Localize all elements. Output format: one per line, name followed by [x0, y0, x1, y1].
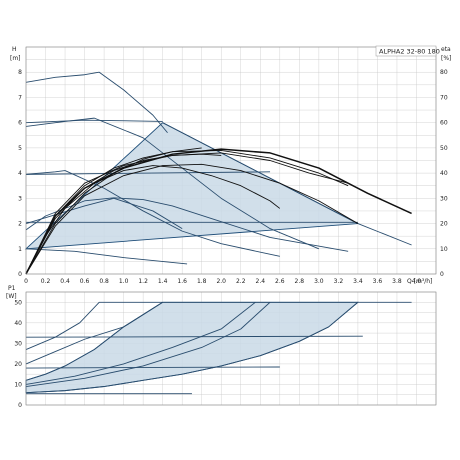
- x-tick-label: 0.8: [99, 278, 109, 285]
- y-tick-label: 0: [18, 402, 22, 409]
- efficiency-curve: [25, 165, 281, 275]
- x-tick-label: 3.6: [373, 278, 383, 285]
- x-tick-label: 2.6: [275, 278, 285, 285]
- x-tick-label: 3.4: [353, 278, 363, 285]
- performance-curve: [25, 301, 412, 350]
- performance-curve: [25, 170, 280, 257]
- power-curves: [25, 301, 412, 395]
- y-tick-label: 50: [14, 299, 22, 306]
- performance-curve: [25, 366, 280, 369]
- performance-curve: [25, 301, 359, 394]
- y-tick-label: 8: [18, 69, 22, 76]
- performance-curve: [25, 301, 256, 385]
- performance-curve: [25, 71, 168, 134]
- model-label-box: [375, 45, 437, 57]
- performance-curve: [25, 119, 163, 124]
- efficiency-curve: [25, 148, 412, 275]
- y-axis-label: P1: [8, 285, 16, 292]
- y-tick-label: 10: [14, 381, 22, 388]
- y-tick-label: 3: [18, 195, 22, 202]
- model-label: ALPHA2 32-80 180: [379, 48, 440, 56]
- x-tick-label: 0.6: [80, 278, 90, 285]
- performance-curve: [25, 301, 163, 381]
- performance-curve: [25, 335, 363, 338]
- y-tick-label: 5: [18, 145, 22, 152]
- x-tick-label: 2.4: [256, 278, 266, 285]
- x-tick-label: 1.4: [158, 278, 168, 285]
- y-tick-label: 2: [18, 221, 22, 228]
- y-tick-label: 30: [14, 340, 22, 347]
- x-tick-label: 0.2: [41, 278, 51, 285]
- x-tick-label: 2.8: [295, 278, 305, 285]
- efficiency-curve: [25, 163, 359, 275]
- y-tick-label: 20: [14, 361, 22, 368]
- secondary-y-axis-unit: [%]: [441, 55, 451, 62]
- secondary-y-tick-label: 10: [440, 246, 448, 253]
- y-axis-label: H: [12, 46, 17, 53]
- x-tick-label: 0: [24, 278, 28, 285]
- secondary-y-tick-label: 80: [440, 69, 448, 76]
- x-tick-label: 3.2: [334, 278, 344, 285]
- performance-curve: [25, 197, 349, 252]
- x-tick-label: 2.2: [236, 278, 246, 285]
- secondary-y-tick-label: 20: [440, 221, 448, 228]
- performance-curve: [25, 197, 183, 229]
- secondary-y-axis-label: eta: [441, 46, 451, 53]
- x-tick-label: 1.8: [197, 278, 207, 285]
- plot-frame: [25, 291, 437, 406]
- efficiency-curve: [25, 153, 222, 275]
- y-axis-unit: [W]: [6, 293, 17, 300]
- x-tick-label: 3.0: [314, 278, 324, 285]
- x-axis-label: Q [m³/h]: [407, 278, 432, 285]
- y-tick-label: 6: [18, 120, 22, 127]
- efficiency-curve: [25, 149, 349, 275]
- x-tick-label: 4.0: [412, 278, 422, 285]
- secondary-y-tick-label: 50: [440, 145, 448, 152]
- x-tick-label: 1.0: [119, 278, 129, 285]
- secondary-y-tick-label: 60: [440, 120, 448, 127]
- secondary-y-tick-label: 0: [440, 271, 444, 278]
- y-tick-label: 40: [14, 320, 22, 327]
- secondary-y-tick-label: 40: [440, 170, 448, 177]
- x-tick-label: 0.4: [60, 278, 70, 285]
- y-tick-label: 1: [18, 246, 22, 253]
- x-tick-label: 3.8: [392, 278, 402, 285]
- x-tick-label: 1.2: [138, 278, 148, 285]
- y-tick-label: 7: [18, 94, 22, 101]
- performance-curve: [25, 117, 320, 250]
- performance-curve: [25, 248, 188, 265]
- x-tick-label: 2.0: [216, 278, 226, 285]
- secondary-y-tick-label: 30: [440, 195, 448, 202]
- secondary-y-tick-label: 70: [440, 94, 448, 101]
- y-tick-label: 0: [18, 271, 22, 278]
- plot-frame: [25, 46, 437, 275]
- y-axis-unit: [m]: [10, 55, 21, 62]
- power-chart: 0 10 20 30 40 50 P1 [W]: [6, 285, 437, 409]
- performance-curves: [25, 71, 412, 275]
- performance-curve: [25, 171, 271, 175]
- tick-labels: 0 10 20 30 40 50: [14, 299, 22, 409]
- performance-curve: [25, 301, 271, 387]
- y-tick-label: 4: [18, 170, 22, 177]
- x-tick-label: 1.6: [177, 278, 187, 285]
